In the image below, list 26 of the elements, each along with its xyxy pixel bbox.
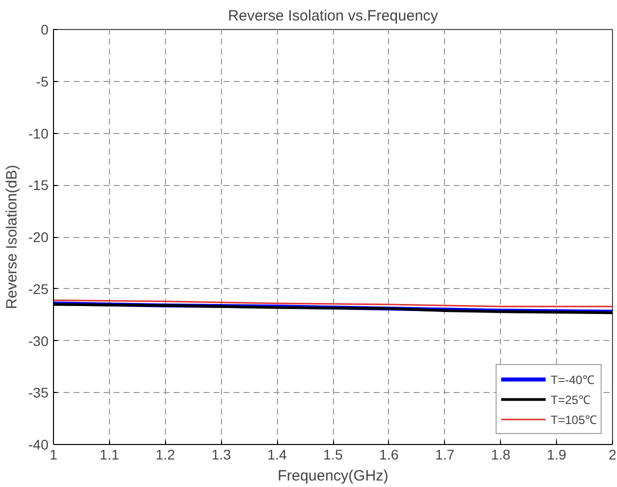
- x-tick-label: 1.8: [490, 446, 511, 462]
- y-tick-label: -40: [28, 436, 49, 452]
- y-tick-label: -30: [28, 332, 49, 349]
- legend-label: T=105℃: [550, 412, 597, 428]
- x-tick-label: 1.1: [100, 446, 120, 462]
- x-tick-label: 1.7: [435, 446, 455, 462]
- x-tick-label: 2: [608, 446, 617, 462]
- x-axis-title: Frequency(GHz): [278, 468, 388, 484]
- x-tick-label: 1.9: [546, 446, 567, 462]
- legend-label: T=25℃: [550, 392, 590, 408]
- y-tick-label: -20: [28, 229, 49, 245]
- legend-label: T=-40℃: [550, 372, 594, 388]
- x-tick-label: 1: [50, 446, 58, 462]
- x-tick-label: 1.2: [156, 446, 176, 462]
- y-tick-label: -10: [28, 125, 49, 142]
- y-tick-label: -5: [36, 73, 49, 90]
- y-tick-label: -25: [28, 280, 49, 297]
- x-tick-label: 1.4: [267, 446, 288, 462]
- x-tick-label: 1.6: [379, 446, 399, 462]
- x-tick-label: 1.3: [211, 446, 232, 462]
- x-tick-label: 1.5: [323, 446, 343, 462]
- chart-title: Reverse Isolation vs.Frequency: [228, 8, 439, 24]
- y-tick-label: -15: [28, 177, 49, 194]
- y-tick-label: 0: [40, 22, 49, 38]
- y-axis-title: Reverse Isolation(dB): [3, 164, 20, 310]
- y-tick-label: -35: [28, 384, 49, 401]
